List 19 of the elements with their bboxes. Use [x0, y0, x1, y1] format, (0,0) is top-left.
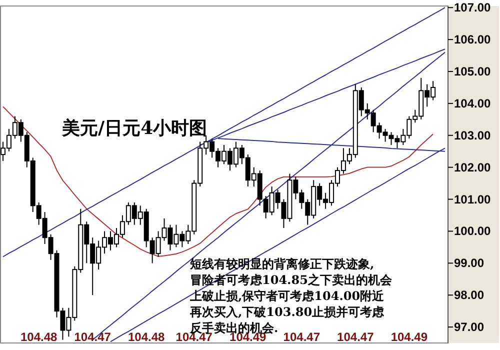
- y-tick-label: 102.00: [454, 160, 492, 174]
- y-tick-label: 97.00: [454, 320, 484, 334]
- y-tick-label: 98.00: [454, 288, 484, 302]
- y-tick-label: 107.00: [454, 0, 492, 15]
- y-tick-label: 101.00: [454, 192, 492, 206]
- x-tick-label: 104.47: [283, 330, 320, 344]
- y-tick-label: 99.00: [454, 256, 484, 270]
- y-tick-label: 106.00: [454, 32, 492, 47]
- annotation: 再次买入,下破103.80止损并可考虑: [189, 305, 386, 319]
- x-tick-label: 104.48: [20, 330, 58, 344]
- annotation: 上破止损,保守者可考虑104.00附近: [189, 289, 386, 303]
- x-tick-label: 104.47: [337, 330, 374, 344]
- x-tick-label: 104.48: [128, 330, 166, 344]
- y-tick-label: 103.00: [454, 128, 492, 142]
- x-tick-label: 104.49: [390, 330, 428, 344]
- y-tick-label: 105.00: [454, 64, 492, 78]
- y-tick-label: 100.00: [454, 224, 492, 238]
- text: 美元/日元4小时图: [61, 118, 208, 139]
- y-tick-label: 104.00: [454, 96, 492, 110]
